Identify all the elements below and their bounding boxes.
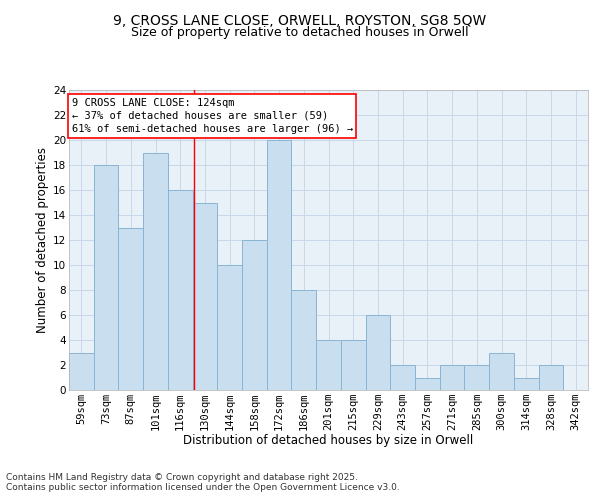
Text: Contains HM Land Registry data © Crown copyright and database right 2025.
Contai: Contains HM Land Registry data © Crown c…	[6, 473, 400, 492]
Bar	[193, 202, 217, 390]
X-axis label: Distribution of detached houses by size in Orwell: Distribution of detached houses by size …	[184, 434, 473, 448]
Bar	[94, 165, 118, 390]
Bar	[316, 340, 341, 390]
Text: Size of property relative to detached houses in Orwell: Size of property relative to detached ho…	[131, 26, 469, 39]
Bar	[143, 152, 168, 390]
Bar	[365, 315, 390, 390]
Bar	[341, 340, 365, 390]
Bar	[267, 140, 292, 390]
Bar	[464, 365, 489, 390]
Y-axis label: Number of detached properties: Number of detached properties	[36, 147, 49, 333]
Bar	[242, 240, 267, 390]
Bar	[168, 190, 193, 390]
Bar	[390, 365, 415, 390]
Bar	[69, 352, 94, 390]
Bar	[539, 365, 563, 390]
Bar	[415, 378, 440, 390]
Bar	[440, 365, 464, 390]
Text: 9 CROSS LANE CLOSE: 124sqm
← 37% of detached houses are smaller (59)
61% of semi: 9 CROSS LANE CLOSE: 124sqm ← 37% of deta…	[71, 98, 353, 134]
Bar	[514, 378, 539, 390]
Bar	[292, 290, 316, 390]
Text: 9, CROSS LANE CLOSE, ORWELL, ROYSTON, SG8 5QW: 9, CROSS LANE CLOSE, ORWELL, ROYSTON, SG…	[113, 14, 487, 28]
Bar	[489, 352, 514, 390]
Bar	[217, 265, 242, 390]
Bar	[118, 228, 143, 390]
